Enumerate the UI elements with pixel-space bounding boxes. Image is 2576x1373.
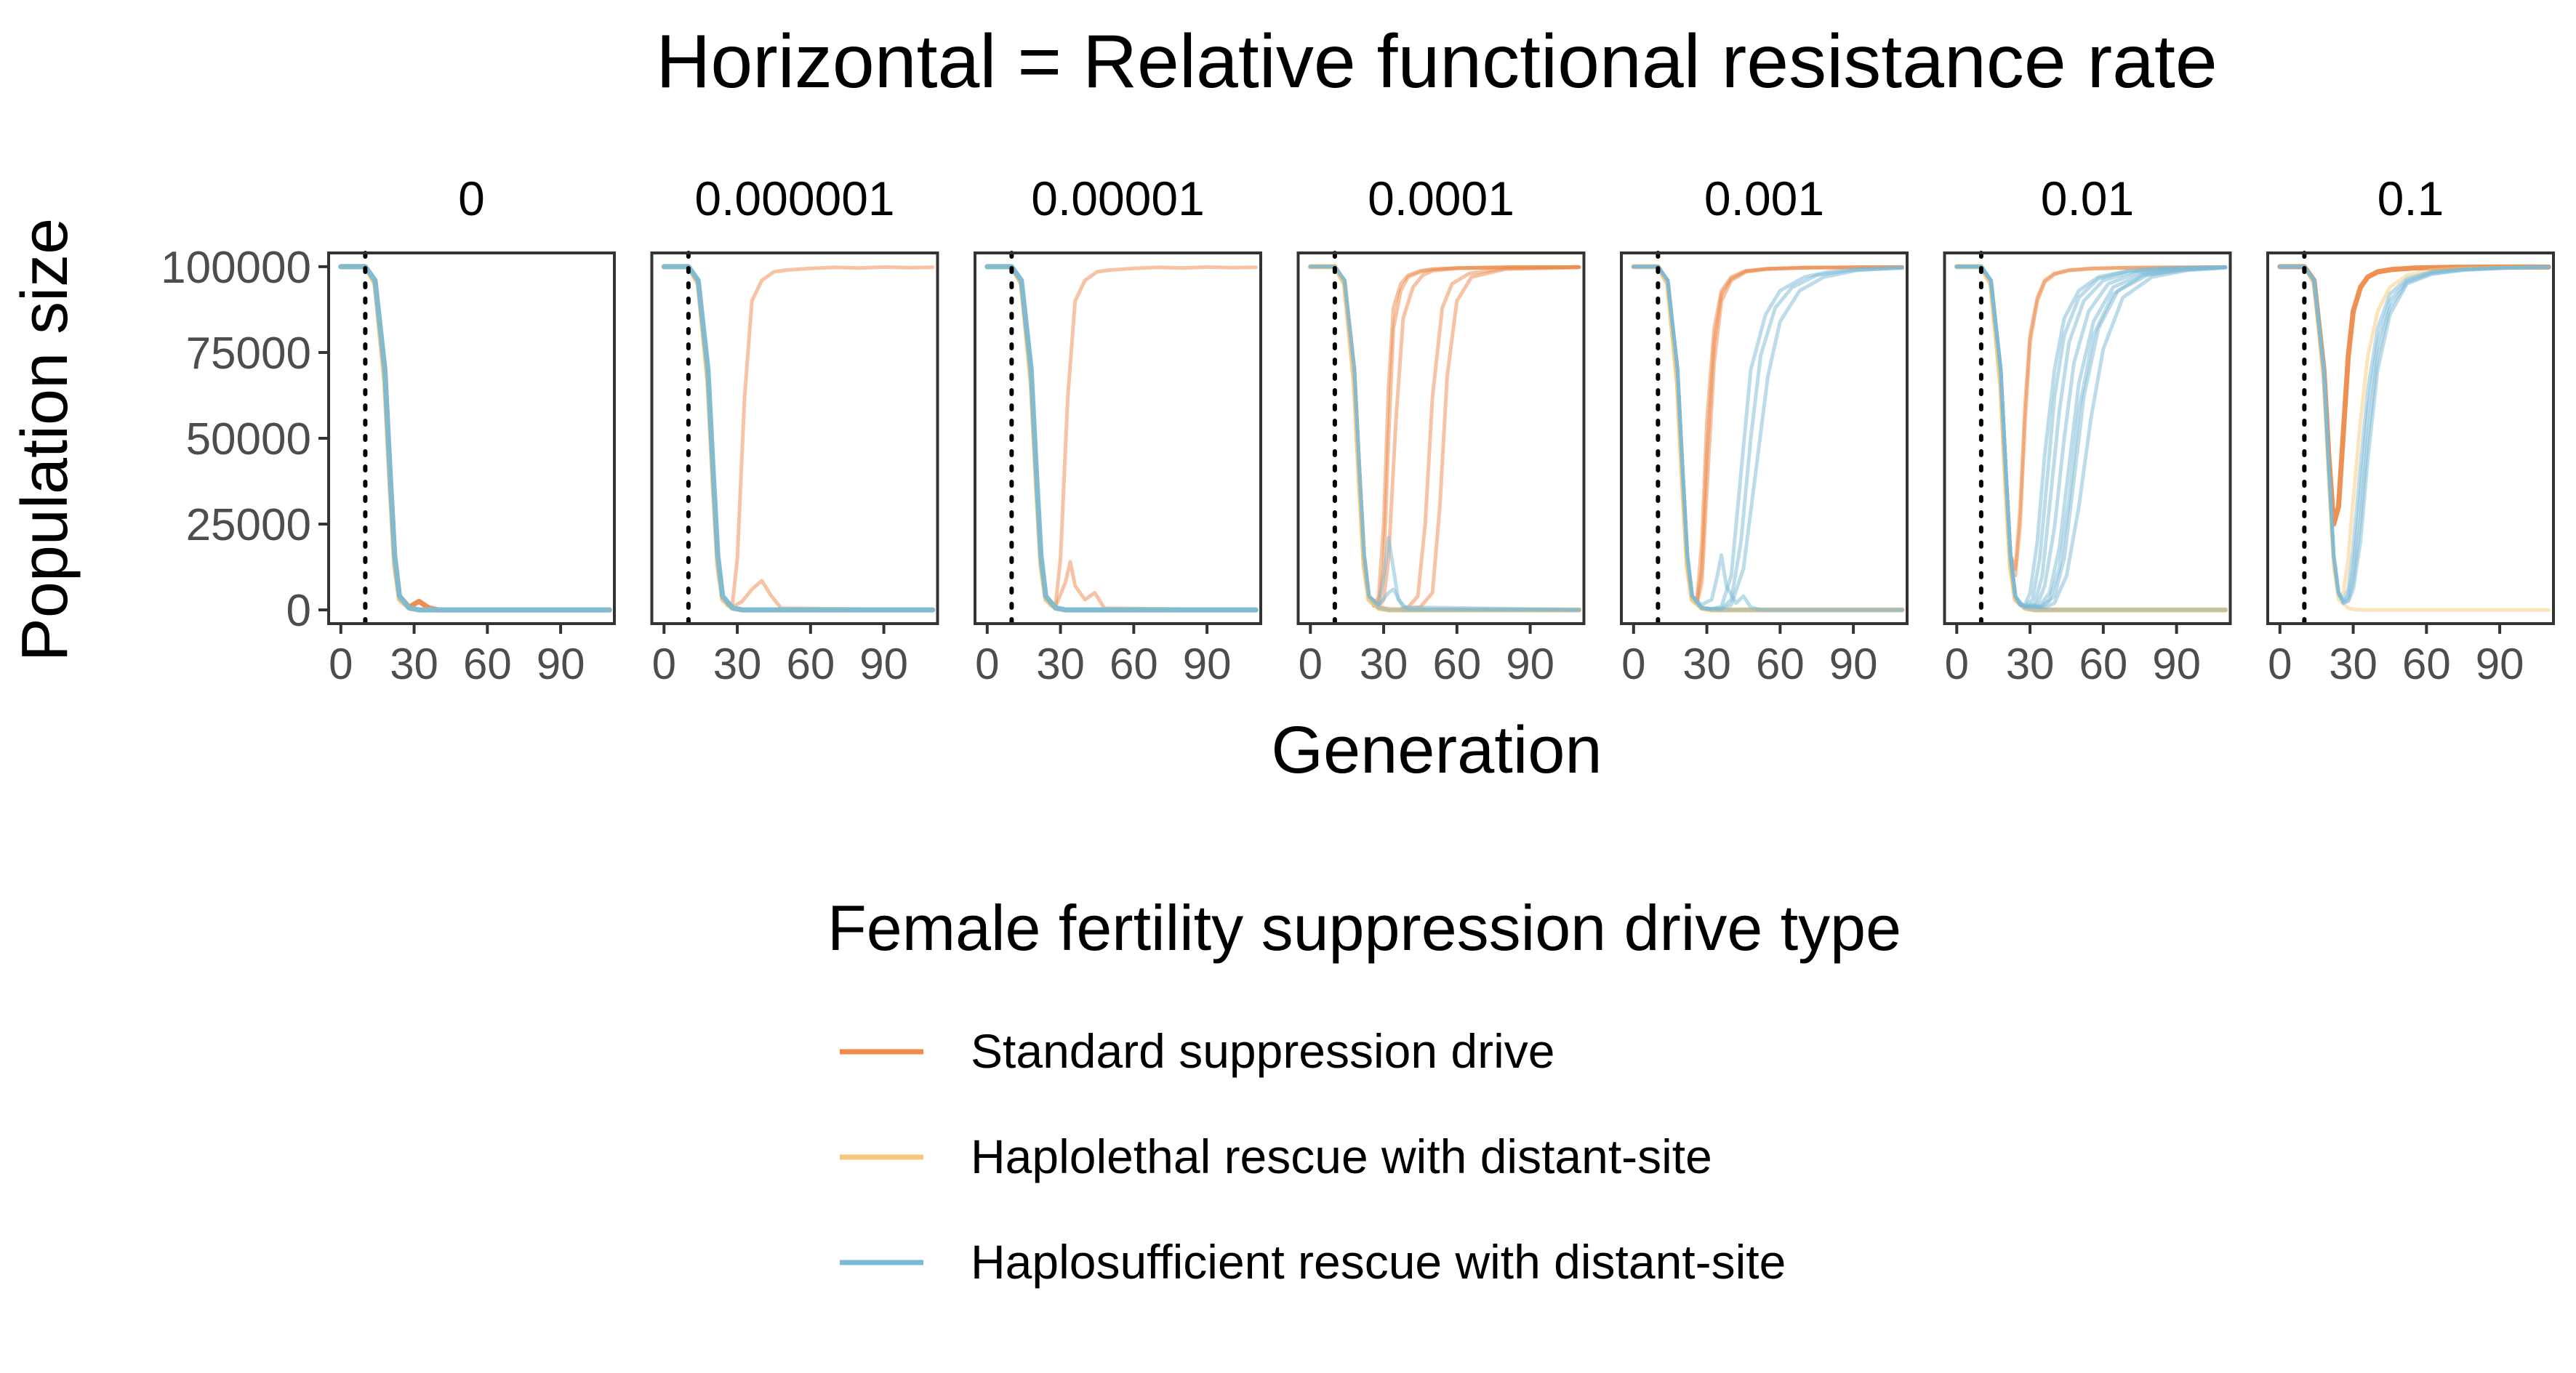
x-tick-label: 0 (2268, 640, 2292, 688)
facet-panel: 0 0 30 60 90 (327, 172, 616, 688)
x-tick-label: 60 (463, 640, 512, 688)
series-lines (661, 264, 936, 613)
y-axis: 0 25000 50000 75000 100000 (161, 243, 329, 636)
x-tick-label: 60 (786, 640, 835, 688)
legend-label: Haplosufficient rescue with distant-site (971, 1235, 1786, 1289)
y-tick-label: 50000 (186, 414, 311, 464)
x-tick-label: 0 (1621, 640, 1645, 688)
facet-panel: 0.001 0 30 60 90 (1620, 172, 1909, 688)
chart-title: Horizontal = Relative functional resista… (656, 20, 2218, 104)
x-tick-label: 30 (390, 640, 438, 688)
facet-label: 0.1 (2378, 172, 2444, 225)
x-tick-label: 60 (1432, 640, 1481, 688)
legend-item: Standard suppression drive (840, 1024, 1554, 1078)
panel-border (2266, 251, 2555, 625)
x-tick-label: 90 (2152, 640, 2201, 688)
facet-panel: 0.000001 0 30 60 90 (650, 172, 939, 688)
series-line (1632, 265, 1904, 612)
x-tick-label: 30 (2006, 640, 2055, 688)
legend-title: Female fertility suppression drive type (827, 892, 1901, 964)
x-axis-label: Generation (1271, 713, 1602, 787)
x-tick-label: 0 (975, 640, 999, 688)
panel-border (974, 251, 1262, 625)
series-line (1954, 265, 2228, 610)
panel-border (327, 251, 616, 625)
x-tick-label: 30 (1682, 640, 1731, 688)
x-tick-label: 60 (1110, 640, 1158, 688)
x-tick-label: 0 (329, 640, 353, 688)
series-line (984, 264, 1259, 613)
y-axis-label: Population size (9, 218, 81, 661)
x-tick-label: 30 (1036, 640, 1085, 688)
panel-border (1943, 251, 2232, 625)
legend-label: Standard suppression drive (971, 1024, 1554, 1078)
facet-label: 0.0001 (1368, 172, 1514, 225)
facet-panel: 0.01 0 30 60 90 (1943, 172, 2232, 688)
facet-label: 0.001 (1704, 172, 1824, 225)
series-line (1308, 265, 1581, 612)
panel-border (650, 251, 939, 625)
x-tick-label: 30 (713, 640, 762, 688)
facet-panel: 0.0001 0 30 60 90 (1296, 172, 1586, 688)
y-tick-label: 0 (286, 586, 311, 636)
y-tick-label: 25000 (186, 500, 311, 550)
y-tick-label: 100000 (161, 243, 311, 293)
x-tick-label: 30 (2329, 640, 2378, 688)
x-tick-label: 90 (537, 640, 585, 688)
panel-border (1620, 251, 1909, 625)
x-tick-label: 90 (1829, 640, 1878, 688)
series-lines (1307, 264, 1582, 613)
x-tick-label: 90 (859, 640, 908, 688)
legend-label: Haplolethal rescue with distant-site (971, 1130, 1712, 1183)
series-line (2278, 265, 2551, 605)
series-lines (984, 264, 1259, 613)
x-tick-label: 90 (2476, 640, 2524, 688)
legend-item: Haplosufficient rescue with distant-site (840, 1235, 1786, 1289)
x-tick-label: 0 (1945, 640, 1969, 688)
panel-border (1296, 251, 1586, 625)
legend-item: Haplolethal rescue with distant-site (840, 1130, 1712, 1183)
series-lines (338, 264, 612, 613)
x-tick-label: 60 (1756, 640, 1805, 688)
series-lines (1631, 264, 1905, 613)
facet-panel: 0.1 0 30 60 90 (2266, 172, 2555, 688)
series-lines (2277, 264, 2551, 612)
facet-label: 0.000001 (694, 172, 894, 225)
facet-panel: 0.00001 0 30 60 90 (974, 172, 1262, 688)
facet-label: 0 (458, 172, 485, 225)
facet-label: 0.00001 (1031, 172, 1205, 225)
series-line (338, 264, 612, 613)
x-tick-label: 0 (652, 640, 676, 688)
legend: Female fertility suppression drive type … (827, 892, 1901, 1289)
series-lines (1954, 264, 2228, 613)
x-tick-label: 60 (2402, 640, 2451, 688)
x-tick-label: 0 (1299, 640, 1323, 688)
x-tick-label: 90 (1506, 640, 1554, 688)
series-line (661, 264, 936, 613)
facet-label: 0.01 (2041, 172, 2134, 225)
y-tick-label: 75000 (186, 329, 311, 379)
x-tick-label: 60 (2079, 640, 2127, 688)
legend-entries: Standard suppression drive Haplolethal re… (840, 1024, 1786, 1289)
x-tick-label: 90 (1183, 640, 1232, 688)
x-tick-label: 30 (1360, 640, 1408, 688)
